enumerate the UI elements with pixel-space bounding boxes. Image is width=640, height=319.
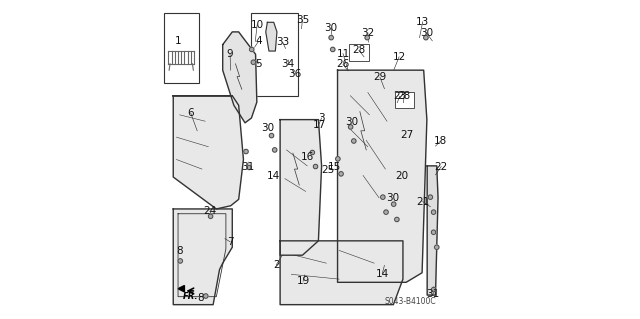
Text: 21: 21: [416, 197, 429, 207]
Text: 5: 5: [255, 59, 262, 69]
Text: 20: 20: [396, 171, 409, 181]
Circle shape: [435, 245, 439, 249]
Circle shape: [251, 60, 255, 64]
Text: 28: 28: [397, 91, 410, 101]
Polygon shape: [427, 166, 438, 295]
Circle shape: [381, 195, 385, 199]
Circle shape: [431, 210, 436, 214]
Text: 35: 35: [296, 15, 309, 25]
Text: 25: 25: [321, 165, 335, 175]
Text: S043-B4100C: S043-B4100C: [385, 297, 436, 306]
Text: 31: 31: [427, 289, 440, 299]
Polygon shape: [223, 32, 257, 123]
Text: 24: 24: [204, 206, 216, 216]
Circle shape: [335, 157, 340, 161]
Circle shape: [178, 259, 182, 263]
Text: 30: 30: [386, 193, 399, 204]
Circle shape: [330, 47, 335, 52]
Circle shape: [351, 139, 356, 143]
Polygon shape: [178, 286, 184, 292]
Circle shape: [384, 210, 388, 214]
Text: 10: 10: [251, 20, 264, 30]
Circle shape: [310, 150, 315, 155]
Polygon shape: [173, 209, 232, 305]
Text: 6: 6: [188, 108, 194, 118]
Circle shape: [348, 125, 353, 129]
Text: 8: 8: [198, 293, 204, 303]
Text: 30: 30: [346, 117, 358, 127]
Text: 14: 14: [267, 171, 280, 181]
Text: 36: 36: [288, 69, 301, 79]
Bar: [164, 13, 199, 83]
Text: 7: 7: [227, 237, 234, 247]
Text: 14: 14: [376, 269, 389, 279]
Circle shape: [314, 164, 318, 169]
Text: 31: 31: [241, 161, 254, 172]
Text: 26: 26: [337, 59, 349, 70]
Bar: [251, 13, 298, 96]
Text: 13: 13: [416, 17, 429, 27]
Polygon shape: [280, 120, 321, 255]
Text: 30: 30: [261, 123, 274, 133]
Circle shape: [339, 172, 343, 176]
Text: 11: 11: [337, 48, 349, 59]
Polygon shape: [266, 22, 277, 51]
Circle shape: [431, 287, 436, 292]
Text: 19: 19: [296, 276, 310, 286]
Text: 34: 34: [282, 59, 295, 70]
Text: 17: 17: [312, 120, 326, 130]
Text: 12: 12: [392, 52, 406, 62]
Text: 23: 23: [393, 91, 406, 101]
Text: 3: 3: [318, 113, 325, 123]
Text: 9: 9: [227, 49, 234, 59]
Polygon shape: [173, 96, 243, 209]
Text: 4: 4: [255, 36, 262, 47]
Text: 27: 27: [401, 130, 413, 140]
Text: 15: 15: [328, 161, 341, 172]
Text: 18: 18: [434, 136, 447, 146]
Polygon shape: [280, 241, 403, 305]
Text: FR.: FR.: [182, 292, 198, 301]
Circle shape: [431, 230, 436, 234]
Text: 29: 29: [373, 72, 387, 82]
Text: 30: 30: [324, 23, 338, 33]
Circle shape: [269, 133, 274, 138]
Text: 2: 2: [273, 260, 280, 270]
Circle shape: [244, 149, 248, 154]
Circle shape: [392, 202, 396, 206]
Text: 28: 28: [352, 45, 365, 56]
Circle shape: [428, 195, 433, 199]
Bar: [349, 44, 369, 61]
Circle shape: [329, 35, 333, 40]
Circle shape: [395, 217, 399, 222]
Circle shape: [204, 294, 208, 298]
Circle shape: [273, 148, 277, 152]
Circle shape: [209, 214, 213, 219]
Circle shape: [424, 35, 428, 40]
Circle shape: [250, 47, 254, 52]
Text: 1: 1: [175, 36, 181, 47]
Text: 16: 16: [301, 152, 314, 162]
Text: 8: 8: [177, 246, 183, 256]
Text: 30: 30: [420, 27, 433, 38]
Circle shape: [365, 35, 369, 40]
Text: 32: 32: [361, 27, 374, 38]
Text: 33: 33: [276, 37, 289, 47]
Text: 22: 22: [435, 161, 448, 172]
Bar: [396, 92, 414, 108]
Circle shape: [247, 165, 252, 170]
Polygon shape: [337, 70, 427, 282]
